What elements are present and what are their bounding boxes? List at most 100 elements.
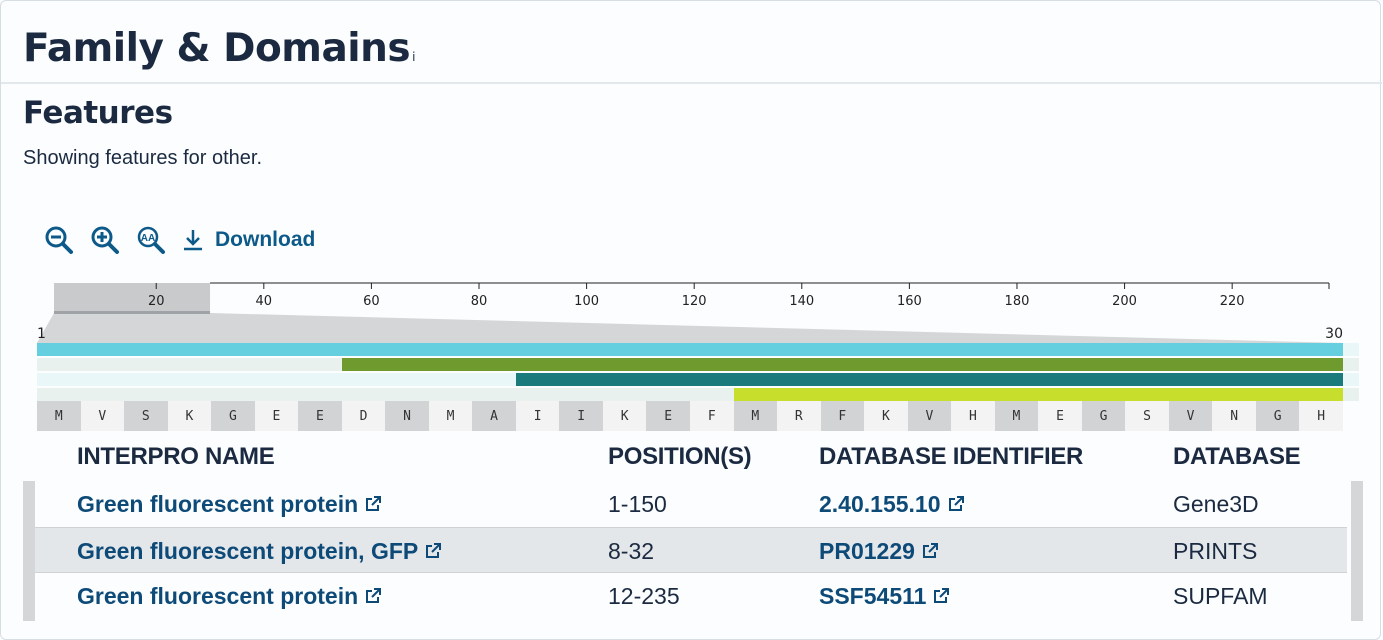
axis-tick-label: 140 <box>789 294 814 309</box>
axis-tick-label: 20 <box>148 294 165 309</box>
table-row: Green fluorescent protein 12-235 SSF5451… <box>35 573 1347 619</box>
feature-track <box>37 277 1359 401</box>
sequence-residue: D <box>341 401 386 431</box>
sequence-residue: F <box>820 401 865 431</box>
sequence-residue: E <box>254 401 299 431</box>
sequence-residue: H <box>951 401 995 431</box>
page-title: Family & Domains i <box>23 23 415 75</box>
download-button[interactable]: Download <box>181 228 315 252</box>
external-link-icon <box>922 542 938 558</box>
positions-value: 12-235 <box>608 583 680 609</box>
table-row: Green fluorescent protein, GFP 8-32 PR01… <box>35 527 1347 573</box>
title-divider <box>1 82 1382 84</box>
section-title: Features <box>23 95 173 131</box>
column-header-database-identifier[interactable]: DATABASE IDENTIFIER <box>819 443 1084 470</box>
sequence-residue: V <box>907 401 952 431</box>
sequence-residue: M <box>994 401 1039 431</box>
database-value: Gene3D <box>1173 491 1259 517</box>
sequence-residue: M <box>733 401 778 431</box>
axis-tick-label: 80 <box>471 294 488 309</box>
sequence-residue: V <box>80 401 125 431</box>
external-link-icon <box>426 542 442 558</box>
positions-value: 1-150 <box>608 491 667 517</box>
axis-tick-label: 200 <box>1112 294 1137 309</box>
table-scroll-shade-right <box>1351 481 1363 621</box>
external-link-icon <box>366 587 382 603</box>
download-icon <box>184 230 202 251</box>
viewer-toolbar: AA Download <box>41 223 315 257</box>
feature-bar[interactable] <box>341 358 1343 371</box>
database-identifier-link[interactable]: 2.40.155.10 <box>819 491 965 518</box>
table-row: Green fluorescent protein 1-150 2.40.155… <box>35 481 1347 527</box>
view-end-label: 30 <box>1325 326 1343 342</box>
view-window-handle <box>54 311 211 314</box>
database-identifier-link[interactable]: SSF54511 <box>819 583 950 610</box>
zoom-to-sequence-button[interactable]: AA <box>133 223 169 257</box>
sequence-residue: K <box>602 401 647 431</box>
sequence-residue: G <box>1081 401 1126 431</box>
sequence-residue: G <box>211 401 255 431</box>
sequence-residue: H <box>1299 401 1343 431</box>
page-title-text: Family & Domains <box>23 26 411 71</box>
sequence-residue: R <box>777 401 821 431</box>
features-table: INTERPRO NAME POSITION(S) DATABASE IDENT… <box>23 433 1363 621</box>
sequence-residue: E <box>298 401 342 431</box>
zoom-in-button[interactable] <box>87 223 123 257</box>
axis-tick-label: 160 <box>897 294 922 309</box>
column-header-positions[interactable]: POSITION(S) <box>608 443 752 470</box>
table-scroll-shade-left <box>23 481 35 621</box>
sequence-residue: N <box>385 401 429 431</box>
zoom-in-icon <box>91 226 119 254</box>
sequence-residue: F <box>689 401 734 431</box>
sequence-residue: K <box>167 401 212 431</box>
database-identifier-link[interactable]: PR01229 <box>819 538 939 565</box>
positions-value: 8-32 <box>608 538 655 564</box>
sequence-residue: N <box>1212 401 1256 431</box>
sequence-residue: K <box>864 401 908 431</box>
sequence-residue: E <box>646 401 690 431</box>
axis-tick-label: 180 <box>1005 294 1030 309</box>
features-subtitle: Showing features for other. <box>23 147 263 169</box>
zoom-out-button[interactable] <box>41 223 77 257</box>
navigation-ruler[interactable]: 20 40 60 80 100 120 140 160 180 200 220 1 30 <box>37 277 1359 347</box>
feature-bar[interactable] <box>515 373 1343 386</box>
sequence-residue: V <box>1168 401 1213 431</box>
axis-tick-label: 40 <box>256 294 273 309</box>
view-start-label: 1 <box>37 326 46 342</box>
interpro-name-link[interactable]: Green fluorescent protein <box>77 583 382 610</box>
sequence-residue: A <box>472 401 516 431</box>
sequence-residue: E <box>1038 401 1082 431</box>
sequence-residue: M <box>428 401 473 431</box>
interpro-name-link[interactable]: Green fluorescent protein <box>77 491 382 518</box>
sequence-residue: M <box>37 401 81 431</box>
column-header-interpro-name[interactable]: INTERPRO NAME <box>77 443 275 470</box>
zoom-out-icon <box>45 226 73 254</box>
external-link-icon <box>366 495 382 511</box>
zoom-trapezoid <box>37 313 1343 343</box>
sequence-residue: G <box>1255 401 1300 431</box>
sequence-residue: I <box>515 401 560 431</box>
database-value: SUPFAM <box>1173 583 1268 609</box>
sequence-residue: I <box>559 401 603 431</box>
external-link-icon <box>934 587 950 603</box>
axis-tick-label: 100 <box>574 294 599 309</box>
download-label: Download <box>215 228 316 251</box>
external-link-icon <box>948 495 964 511</box>
column-header-database[interactable]: DATABASE <box>1173 443 1301 470</box>
feature-bar[interactable] <box>733 388 1343 401</box>
axis-tick-label: 120 <box>682 294 707 309</box>
sequence-residue: S <box>1125 401 1169 431</box>
database-value: PRINTS <box>1173 538 1258 564</box>
zoom-to-sequence-icon: AA <box>137 226 165 254</box>
sequence-residue: S <box>124 401 168 431</box>
interpro-name-link[interactable]: Green fluorescent protein, GFP <box>77 538 442 565</box>
view-window-brush <box>54 283 211 313</box>
axis-tick-label: 220 <box>1220 294 1245 309</box>
svg-text:AA: AA <box>141 233 155 244</box>
info-icon[interactable]: i <box>412 50 415 64</box>
axis-tick-label: 60 <box>363 294 380 309</box>
feature-bar[interactable] <box>37 343 1343 356</box>
